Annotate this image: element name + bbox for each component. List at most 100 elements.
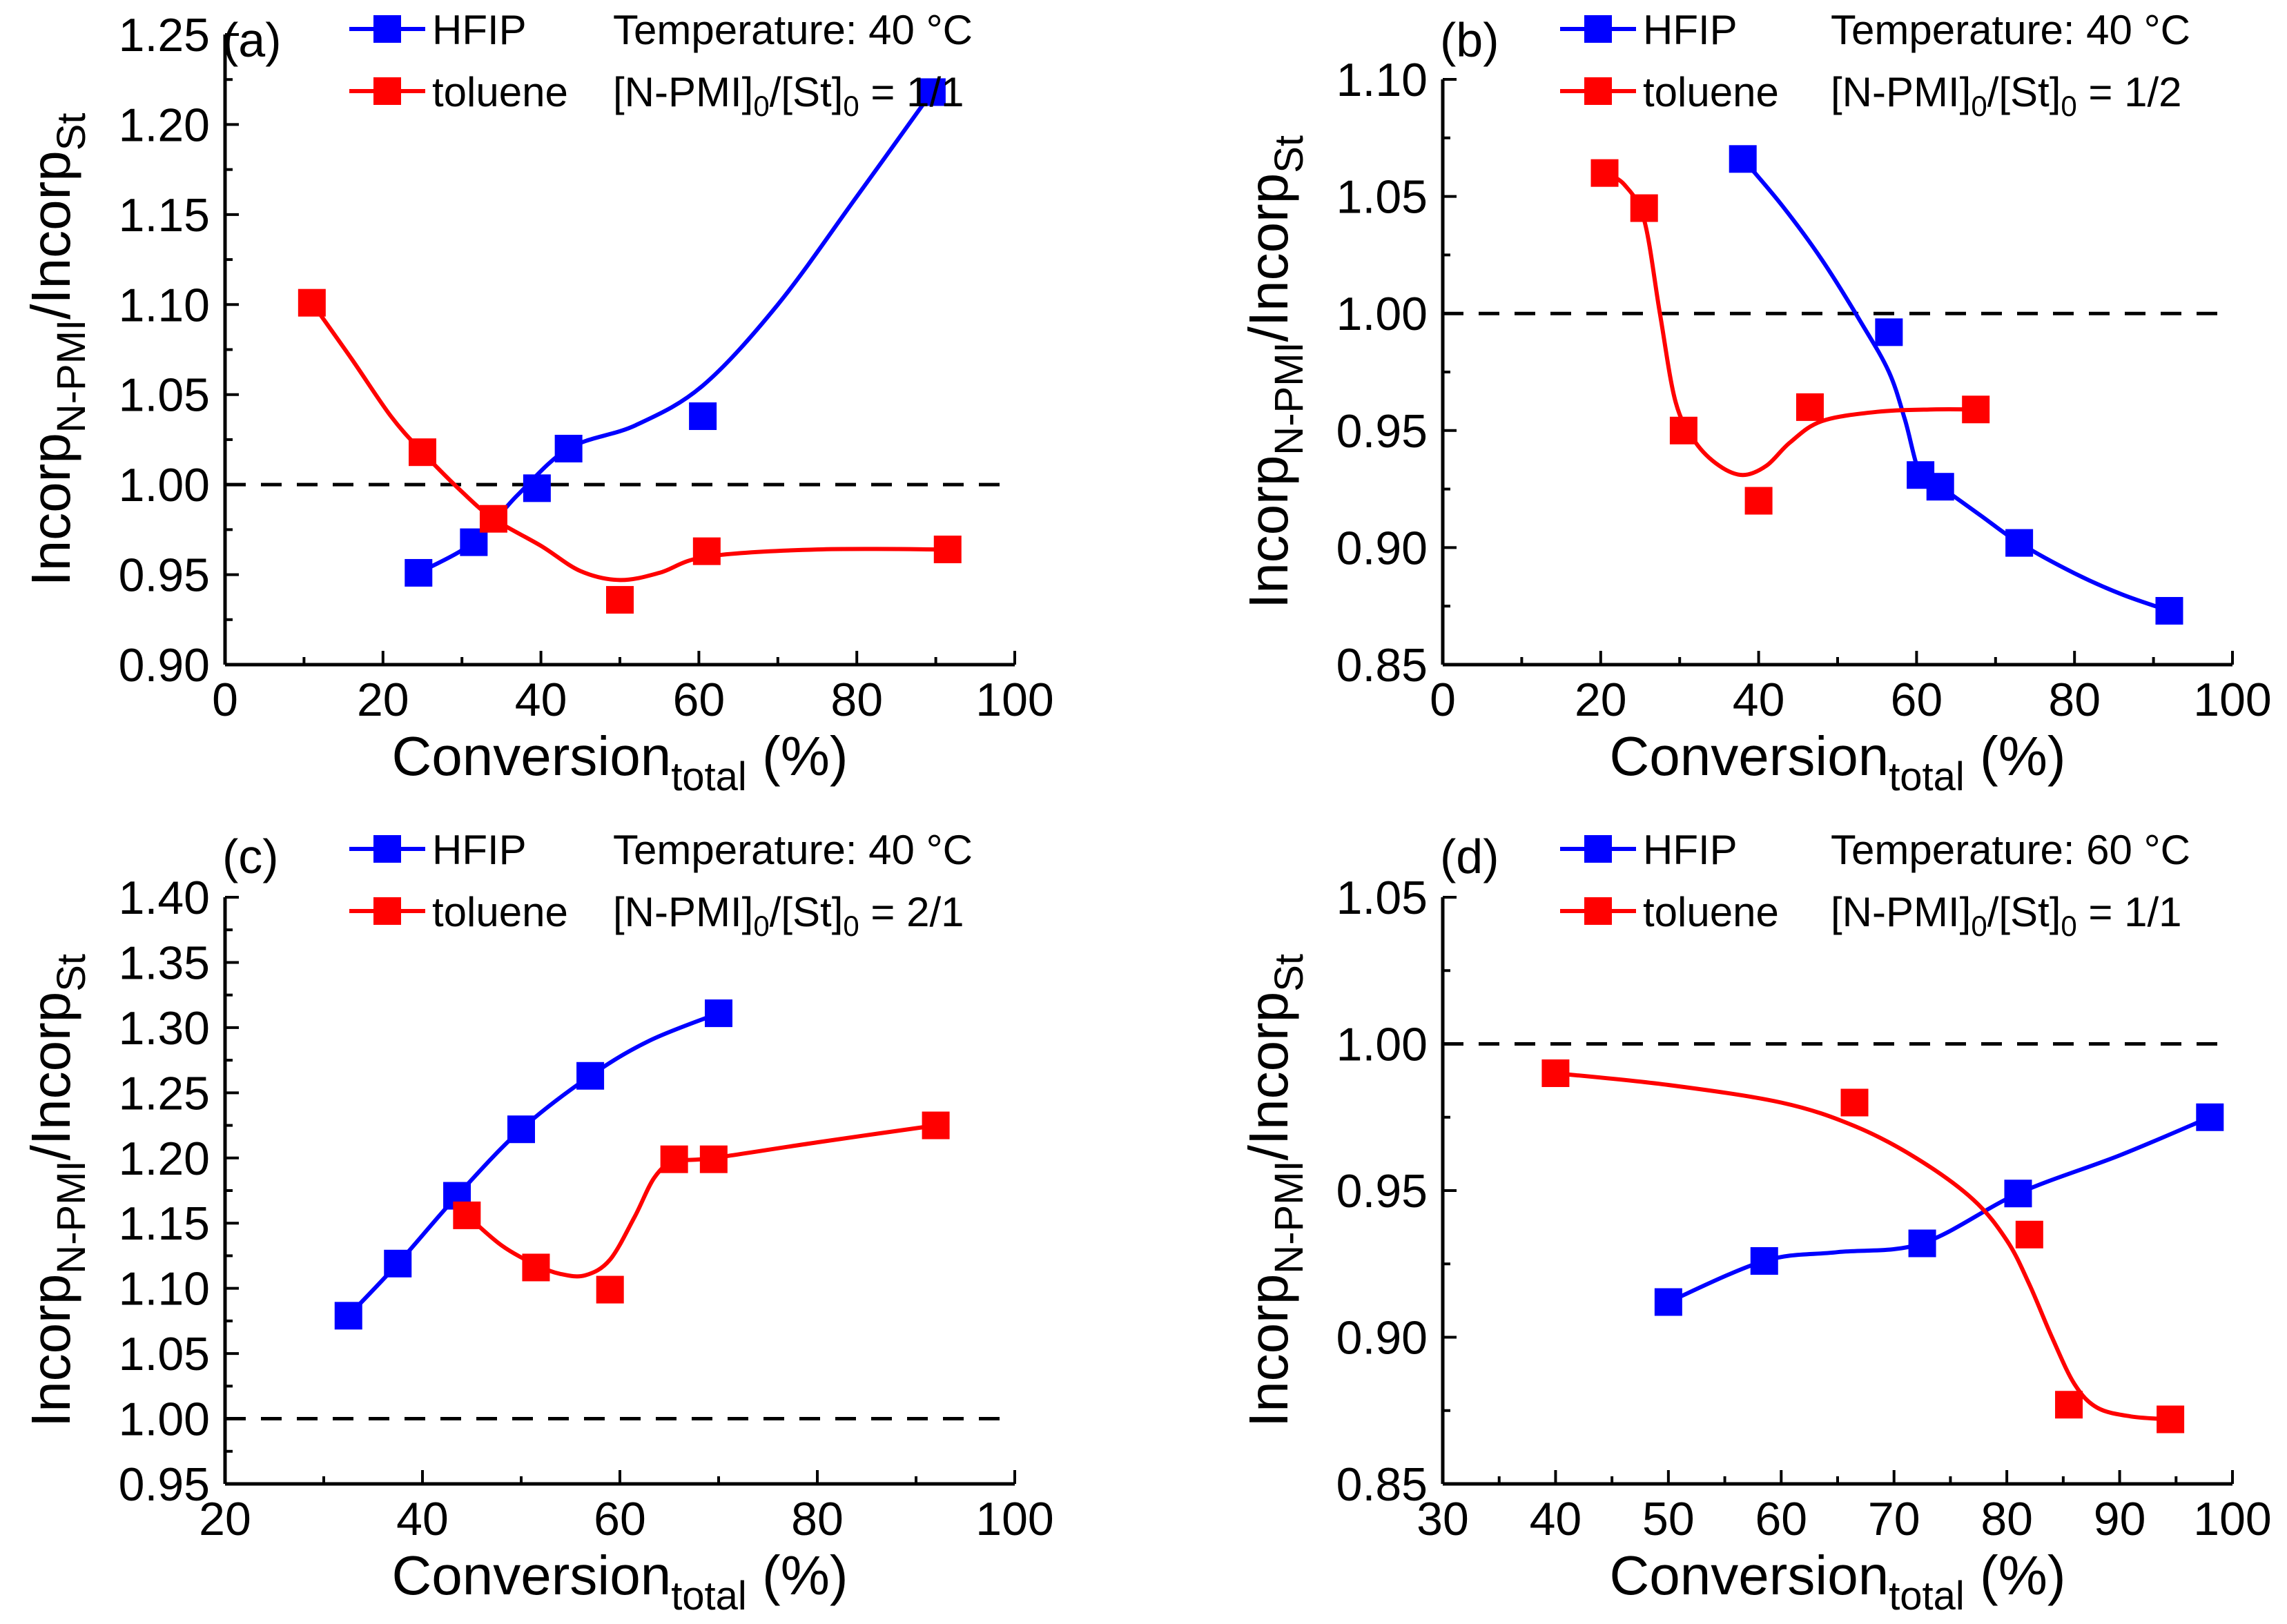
y-tick-label: 0.95 bbox=[119, 1458, 210, 1511]
y-axis-title: IncorpN-PMI/IncorpSt bbox=[1238, 954, 1312, 1427]
legend-marker-hfip bbox=[1584, 835, 1612, 863]
ratio-text: [N-PMI] bbox=[613, 889, 753, 935]
y-title-sub: N-PMI bbox=[49, 320, 94, 433]
chart-panel-b: 0 20 40 60 80 100 0.85 0.90 0.95 1.00 1.05 1.10(b) H… bbox=[1238, 7, 2272, 799]
x-tick-label: 30 bbox=[1417, 1493, 1469, 1545]
y-axis-title: IncorpN-PMI/IncorpSt bbox=[20, 112, 94, 586]
condition-ratio: [N-PMI]0/[St]0 = 1/1 bbox=[1831, 889, 2182, 942]
legend-label-toluene: toluene bbox=[1643, 889, 1779, 935]
legend-marker-hfip bbox=[373, 15, 401, 43]
ratio-sub: 0 bbox=[753, 90, 769, 122]
x-tick-label: 20 bbox=[199, 1493, 251, 1545]
y-tick-label: 1.25 bbox=[119, 9, 210, 61]
legend-marker-toluene bbox=[1584, 897, 1612, 925]
y-tick-label: 1.25 bbox=[119, 1067, 210, 1119]
data-point-toluene bbox=[660, 1145, 688, 1173]
x-title-sub: total bbox=[671, 1574, 747, 1618]
data-point-hfip bbox=[576, 1062, 605, 1090]
y-title-text: /Incorp bbox=[20, 992, 81, 1161]
y-tick-label: 1.15 bbox=[119, 1197, 210, 1250]
fit-curve-toluene bbox=[1555, 1071, 2171, 1422]
y-title-sub: St bbox=[49, 954, 94, 992]
ratio-text: [N-PMI] bbox=[1831, 889, 1971, 935]
y-tick-label: 1.10 bbox=[119, 1263, 210, 1315]
x-axis-title: Conversiontotal (%) bbox=[1610, 725, 2066, 799]
y-tick-label: 0.85 bbox=[1336, 1458, 1428, 1511]
ratio-text: = 1/1 bbox=[2077, 889, 2182, 935]
data-point-toluene bbox=[479, 505, 507, 533]
data-point-toluene bbox=[1840, 1088, 1869, 1117]
data-point-hfip bbox=[1908, 1229, 1936, 1258]
y-title-sub: St bbox=[1267, 954, 1312, 992]
legend-marker-toluene bbox=[373, 897, 401, 925]
data-point-toluene bbox=[1795, 393, 1824, 421]
data-point-toluene bbox=[298, 288, 326, 317]
ratio-text: [N-PMI] bbox=[613, 69, 753, 115]
x-title-sub: total bbox=[671, 754, 747, 799]
y-tick-label: 1.05 bbox=[1336, 171, 1428, 224]
data-point-hfip bbox=[917, 78, 946, 106]
y-tick-label: 1.00 bbox=[119, 459, 210, 511]
panel-label: (a) bbox=[222, 13, 282, 67]
x-tick-label: 60 bbox=[1891, 674, 1943, 726]
y-tick-label: 1.00 bbox=[119, 1393, 210, 1446]
ratio-text: /[St] bbox=[770, 889, 844, 935]
x-title-text: Conversion bbox=[1610, 725, 1889, 787]
data-point-hfip bbox=[1654, 1288, 1682, 1316]
ratio-sub: 0 bbox=[753, 910, 769, 942]
data-point-hfip bbox=[460, 528, 488, 556]
ratio-text: = 2/1 bbox=[859, 889, 964, 935]
data-point-toluene bbox=[1590, 159, 1619, 187]
y-title-text: /Incorp bbox=[1238, 992, 1299, 1161]
y-title-text: /Incorp bbox=[1238, 173, 1299, 342]
x-tick-label: 40 bbox=[515, 674, 567, 726]
x-tick-label: 40 bbox=[1733, 674, 1785, 726]
data-point-hfip bbox=[1729, 145, 1757, 173]
ratio-sub: 0 bbox=[1971, 90, 1987, 122]
chart-panel-a: 0 20 40 60 80 100 0.90 0.95 1.00 1.05 1.10 1.15 1.20… bbox=[20, 7, 1054, 799]
x-tick-label: 90 bbox=[2094, 1493, 2146, 1545]
data-point-toluene bbox=[922, 1111, 950, 1139]
y-title-text: Incorp bbox=[20, 433, 81, 586]
legend-label-hfip: HFIP bbox=[432, 7, 527, 53]
y-tick-label: 1.35 bbox=[119, 937, 210, 989]
x-title-text: (%) bbox=[747, 725, 848, 787]
y-tick-label: 1.10 bbox=[1336, 54, 1428, 106]
x-tick-label: 80 bbox=[830, 674, 883, 726]
data-point-toluene bbox=[933, 536, 962, 564]
x-tick-label: 40 bbox=[396, 1493, 449, 1545]
y-tick-label: 0.95 bbox=[1336, 405, 1428, 458]
y-tick-label: 1.15 bbox=[119, 189, 210, 242]
data-point-toluene bbox=[2015, 1220, 2043, 1249]
data-point-hfip bbox=[705, 999, 732, 1028]
x-tick-label: 80 bbox=[1981, 1493, 2033, 1545]
x-axis-title: Conversiontotal (%) bbox=[392, 725, 848, 799]
x-tick-label: 20 bbox=[357, 674, 409, 726]
y-tick-label: 1.00 bbox=[1336, 1019, 1428, 1071]
data-point-toluene bbox=[1962, 395, 1990, 424]
legend-marker-hfip bbox=[1584, 15, 1612, 43]
y-tick-label: 1.05 bbox=[1336, 872, 1428, 924]
legend-label-hfip: HFIP bbox=[1643, 827, 1738, 873]
y-axis-title: IncorpN-PMI/IncorpSt bbox=[20, 954, 94, 1427]
data-point-hfip bbox=[2155, 596, 2183, 625]
x-tick-label: 100 bbox=[975, 674, 1053, 726]
y-title-text: Incorp bbox=[20, 1274, 81, 1427]
data-point-hfip bbox=[523, 474, 551, 502]
y-tick-label: 0.90 bbox=[1336, 1312, 1428, 1364]
y-title-sub: St bbox=[1267, 135, 1312, 173]
data-point-hfip bbox=[689, 402, 717, 431]
x-tick-label: 70 bbox=[1868, 1493, 1920, 1545]
chart-panel-c: 20 40 60 80 100 0.95 1.00 1.05 1.10 1.15 1.20 1.25 1… bbox=[20, 827, 1054, 1618]
data-point-hfip bbox=[1926, 473, 1954, 501]
legend-marker-hfip bbox=[373, 835, 401, 863]
y-axis-title: IncorpN-PMI/IncorpSt bbox=[1238, 135, 1312, 609]
fit-curve-hfip bbox=[1667, 1115, 2211, 1304]
condition-ratio: [N-PMI]0/[St]0 = 2/1 bbox=[613, 889, 964, 942]
x-tick-label: 60 bbox=[1755, 1493, 1807, 1545]
data-point-hfip bbox=[2196, 1103, 2224, 1131]
data-point-toluene bbox=[1630, 194, 1658, 222]
data-point-toluene bbox=[453, 1201, 481, 1229]
x-tick-label: 100 bbox=[2193, 1493, 2271, 1545]
